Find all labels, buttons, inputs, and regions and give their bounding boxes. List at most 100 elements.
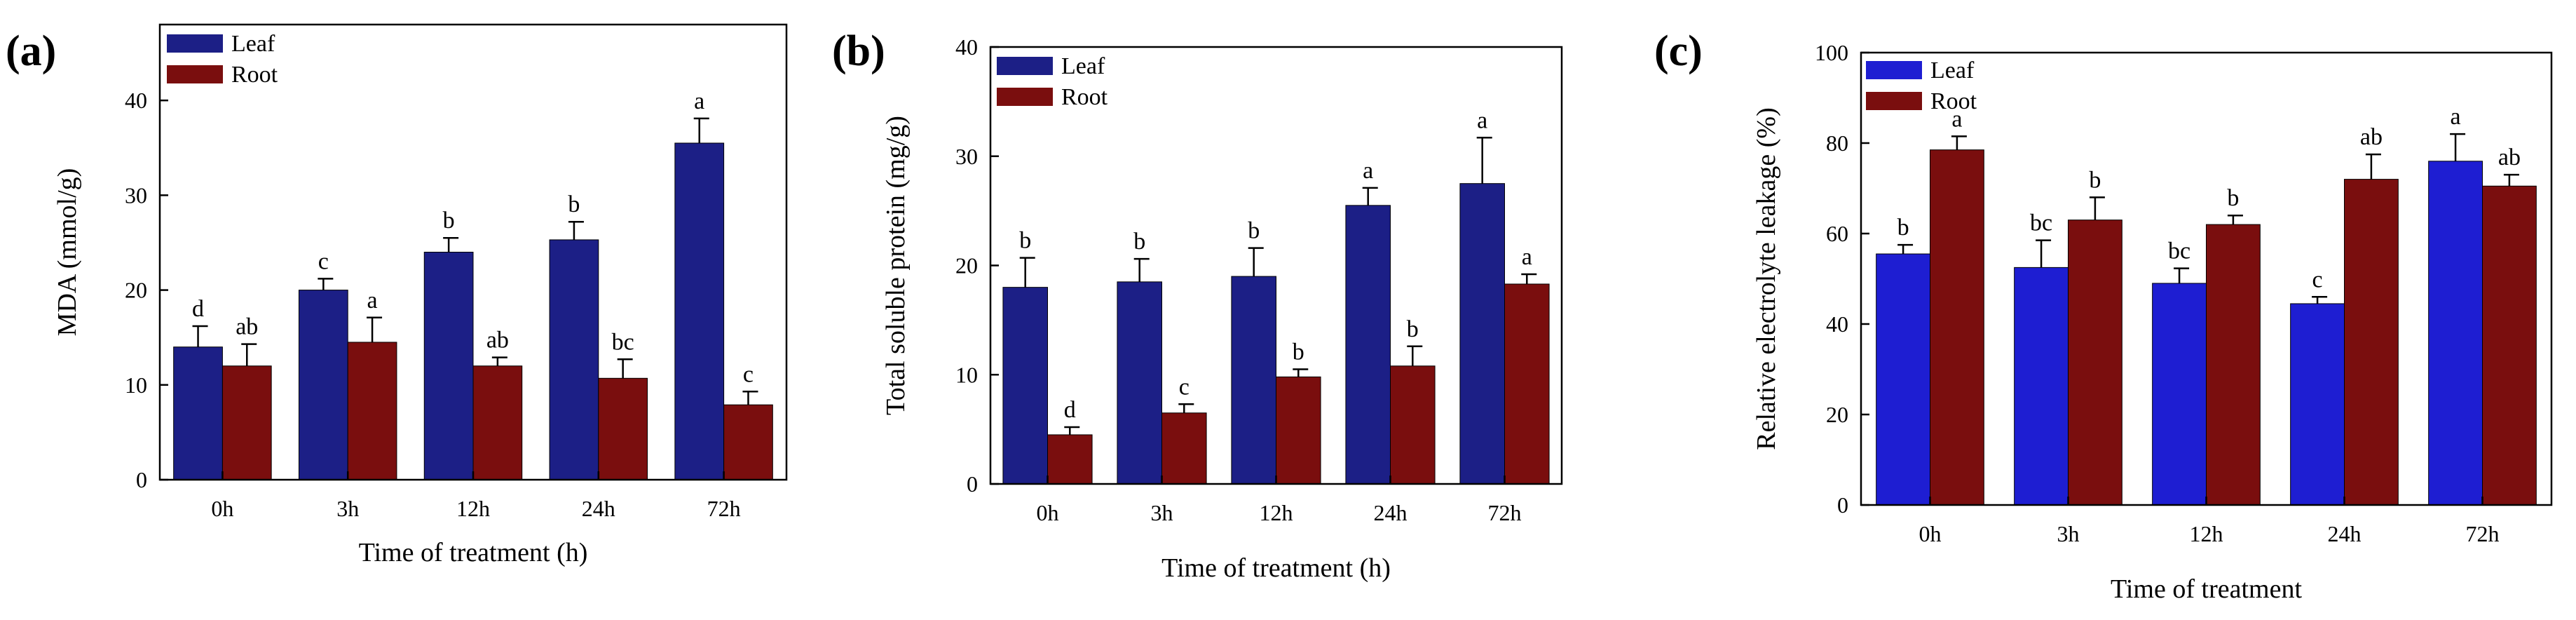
significance-letter: d — [192, 296, 204, 322]
x-tick-label: 12h — [1260, 500, 1293, 525]
y-tick-label: 30 — [125, 182, 147, 208]
bar-root-24h — [2344, 179, 2399, 506]
legend-label-root: Root — [1061, 84, 1108, 110]
bar-leaf-12h — [1231, 276, 1277, 485]
bar-leaf-12h — [423, 252, 474, 480]
y-tick-label: 40 — [955, 34, 978, 60]
bar-root-12h — [472, 365, 523, 480]
significance-letter: ab — [236, 314, 258, 340]
y-tick-label: 40 — [1826, 311, 1848, 337]
significance-letter: b — [1897, 215, 1909, 241]
x-axis-title: Time of treatment (h) — [359, 538, 588, 567]
legend-swatch-root — [1866, 92, 1922, 110]
y-axis-title: MDA (mmol/g) — [53, 168, 82, 337]
x-tick-label: 0h — [211, 496, 233, 521]
y-tick-label: 20 — [125, 278, 147, 303]
bar-root-0h — [1047, 434, 1093, 485]
significance-letter: b — [2227, 185, 2239, 211]
panel-label: (c) — [1654, 27, 1703, 75]
y-tick-label: 20 — [1826, 402, 1848, 427]
legend-label-root: Root — [231, 62, 278, 88]
x-tick-label: 24h — [1374, 500, 1408, 525]
x-tick-label: 3h — [336, 496, 359, 521]
legend-swatch-root — [997, 88, 1053, 106]
bar-leaf-72h — [1459, 183, 1505, 485]
significance-letter: c — [318, 248, 329, 274]
bar-leaf-3h — [2014, 267, 2069, 506]
x-tick-label: 24h — [2328, 521, 2362, 546]
x-tick-label: 72h — [1488, 500, 1522, 525]
x-tick-label: 12h — [456, 496, 490, 521]
y-tick-label: 10 — [955, 362, 978, 387]
panel-label: (a) — [6, 27, 56, 75]
y-tick-label: 20 — [955, 253, 978, 278]
y-axis-title: Total soluble protein (mg/g) — [881, 116, 911, 415]
bar-leaf-3h — [298, 290, 348, 480]
significance-letter: ab — [2360, 124, 2383, 150]
bar-root-72h — [723, 404, 773, 480]
chart-panel-b: (b) b b b a a d c b b a 0 10 20 30 40 0h 3h 12h 24h 72h Time … — [832, 27, 1563, 583]
significance-letter: bc — [2168, 238, 2190, 264]
bar-root-24h — [1390, 365, 1436, 485]
bar-root-3h — [347, 342, 397, 480]
y-tick-label: 10 — [125, 372, 147, 398]
bar-leaf-0h — [1002, 287, 1049, 485]
y-tick-label: 60 — [1826, 221, 1848, 246]
x-axis-title: Time of treatment (h) — [1161, 553, 1391, 583]
bar-leaf-72h — [2428, 161, 2483, 506]
significance-letter: b — [443, 208, 455, 234]
x-tick-label: 0h — [1037, 500, 1059, 525]
bar-root-0h — [222, 365, 272, 480]
legend-swatch-leaf — [1866, 61, 1922, 79]
x-tick-label: 3h — [2057, 521, 2080, 546]
bar-root-12h — [2206, 224, 2261, 506]
y-tick-label: 100 — [1815, 40, 1848, 65]
x-tick-label: 24h — [582, 496, 615, 521]
legend-label-leaf: Leaf — [1061, 53, 1105, 79]
bar-leaf-72h — [674, 142, 725, 480]
bar-root-72h — [1504, 283, 1550, 485]
bar-leaf-3h — [1117, 281, 1163, 485]
significance-letter: b — [1407, 316, 1419, 342]
significance-letter: b — [2089, 167, 2101, 193]
bar-root-3h — [2068, 220, 2122, 506]
bar-leaf-24h — [2290, 303, 2345, 506]
bar-root-24h — [598, 377, 648, 480]
bar-leaf-12h — [2152, 283, 2207, 506]
significance-letter: a — [1477, 107, 1487, 133]
significance-letter: b — [1019, 228, 1031, 254]
x-tick-label: 72h — [707, 496, 741, 521]
y-axis-title: Relative electrolyte leakage (%) — [1752, 107, 1781, 450]
chart-panel-a: (a) d c b b a ab a ab bc c 0 10 20 30 40 0h 3h 12h 24h 72h Ti… — [6, 23, 788, 567]
bar-root-0h — [1930, 149, 1984, 506]
y-tick-label: 30 — [955, 144, 978, 169]
y-tick-label: 80 — [1826, 130, 1848, 156]
significance-letter: bc — [2030, 210, 2052, 236]
legend-swatch-root — [167, 65, 223, 83]
y-tick-label: 0 — [1837, 492, 1848, 518]
bar-root-3h — [1161, 412, 1207, 485]
legend-swatch-leaf — [997, 57, 1053, 75]
significance-letter: b — [1293, 339, 1304, 365]
y-tick-label: 0 — [967, 471, 978, 497]
significance-letter: a — [694, 88, 704, 114]
significance-letter: a — [1363, 158, 1373, 184]
legend-label-leaf: Leaf — [1930, 58, 1975, 83]
significance-letter: b — [1133, 229, 1145, 255]
significance-letter: a — [2451, 104, 2461, 130]
significance-letter: a — [1522, 244, 1532, 270]
bar-leaf-0h — [173, 346, 223, 480]
x-tick-label: 0h — [1919, 521, 1942, 546]
x-tick-label: 3h — [1151, 500, 1173, 525]
panel-label: (b) — [832, 27, 885, 75]
legend-label-leaf: Leaf — [231, 31, 275, 57]
bar-root-72h — [2482, 185, 2537, 506]
significance-letter: a — [1951, 106, 1962, 132]
significance-letter: ab — [2498, 144, 2521, 170]
legend-swatch-leaf — [167, 34, 223, 53]
significance-letter: a — [367, 288, 378, 314]
significance-letter: bc — [612, 329, 634, 355]
x-tick-label: 12h — [2190, 521, 2223, 546]
